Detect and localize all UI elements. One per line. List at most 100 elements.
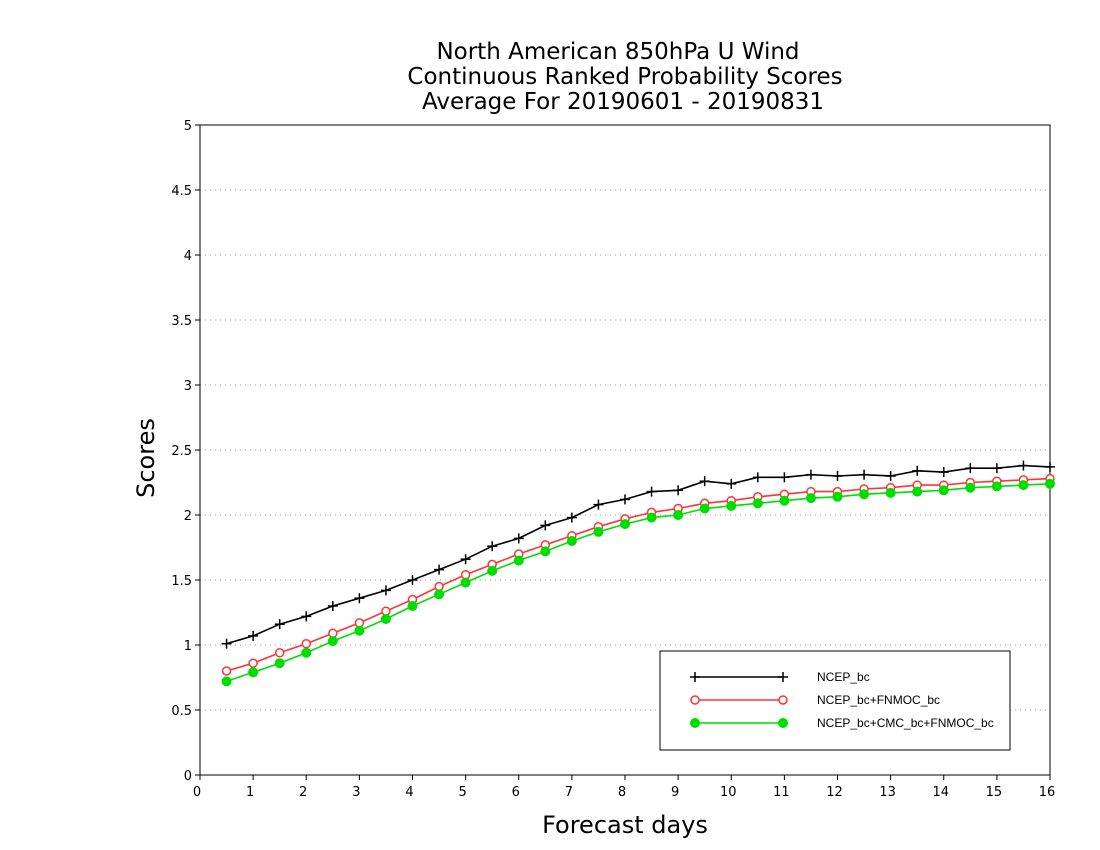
x-tick-label: 2 [299,785,307,800]
chart-title-line-3: Average For 20190601 - 20190831 [422,89,824,115]
data-point [779,495,790,506]
legend: NCEP_bc NCEP_bc+FNMOC_bc NCEP_bc+CMC_bc+FN… [659,650,1011,751]
data-point [778,718,788,728]
x-tick-label: 14 [932,785,949,800]
x-tick-label: 9 [671,785,679,800]
y-tick-label: 2.5 [171,444,192,459]
data-point [407,601,418,611]
legend-label: NCEP_bc [817,670,870,684]
data-point [354,625,365,636]
data-point [593,499,604,510]
data-point [460,577,471,588]
data-point [248,667,259,678]
x-tick-label: 10 [720,785,737,800]
data-point [673,485,684,496]
legend-entry-ncep-bc-cmc-bc-fnmoc-bc: NCEP_bc+CMC_bc+FNMOC_bc [690,716,994,730]
series-ncep-bc [221,460,1055,649]
y-tick-label: 0 [184,769,192,784]
y-tick-label: 5 [184,119,192,134]
data-point [301,647,312,658]
y-tick-label: 4.5 [171,184,192,199]
x-axis-label: Forecast days [542,811,708,839]
data-point [513,533,524,544]
legend-label: NCEP_bc+CMC_bc+FNMOC_bc [817,716,994,730]
data-point [805,469,816,480]
data-point [859,489,870,500]
data-point [380,614,391,624]
x-tick-label: 15 [986,785,1003,800]
data-point [752,498,763,509]
data-point [274,619,285,630]
series-line [226,477,1051,672]
data-point [487,541,498,552]
data-point [690,718,700,728]
x-tick-label: 6 [512,785,520,800]
data-point [274,658,285,669]
y-tick-label: 1 [184,639,192,654]
data-point [566,512,577,523]
x-tick-label: 0 [193,785,201,800]
data-point [540,546,551,557]
data-point [407,575,418,585]
data-point [965,463,976,474]
grid [200,189,1050,711]
data-point [1018,480,1029,491]
data-point [885,471,896,481]
data-point [938,485,949,496]
data-point [620,519,630,530]
data-point [885,487,896,498]
chart-title-line-2: Continuous Ranked Probability Scores [407,64,842,90]
y-tick-label: 3.5 [171,314,192,329]
data-point [540,520,551,531]
data-point [248,658,258,668]
x-tick-label: 5 [458,785,466,800]
data-point [805,493,816,504]
series-line [226,464,1051,645]
data-point [726,500,737,511]
data-point [778,695,788,705]
data-point [778,672,788,682]
data-point [380,585,391,596]
data-point [274,648,285,658]
y-tick-label: 1.5 [171,574,192,589]
y-tick-label: 2 [184,509,192,524]
data-point [1018,460,1029,471]
data-point [221,676,232,687]
data-point [938,467,949,478]
data-point [620,494,630,505]
y-tick-label: 3 [184,379,192,394]
data-point [301,611,312,622]
data-point [912,465,923,476]
data-point [646,512,657,523]
data-point [690,672,700,682]
data-point [1045,461,1055,472]
data-point [221,638,232,649]
data-point [726,478,737,489]
x-tick-label: 11 [773,785,790,800]
data-point [832,471,843,481]
data-point [859,469,870,480]
data-point [327,636,338,647]
data-point [673,510,684,520]
data-point [991,481,1002,492]
y-tick-label: 0.5 [171,704,192,719]
x-tick-label: 12 [826,785,843,800]
data-point [1045,478,1055,489]
series-ncep-bc-cmc-bc-fnmoc-bc [221,478,1055,687]
data-point [752,472,763,483]
data-point [327,601,338,611]
data-point [248,630,259,641]
data-point [301,638,311,649]
data-point [991,463,1002,474]
chart-title-line-1: North American 850hPa U Wind [436,39,799,65]
x-tick-label: 16 [1039,785,1056,800]
legend-label: NCEP_bc+FNMOC_bc [817,693,940,707]
data-point [965,482,976,493]
series-ncep-bc-fnmoc-bc [221,473,1055,676]
x-tick-label: 3 [352,785,360,800]
data-point [699,476,710,487]
data-point [434,589,445,600]
data-point [699,503,710,514]
x-tick-label: 7 [565,785,573,800]
series-group [221,460,1055,687]
